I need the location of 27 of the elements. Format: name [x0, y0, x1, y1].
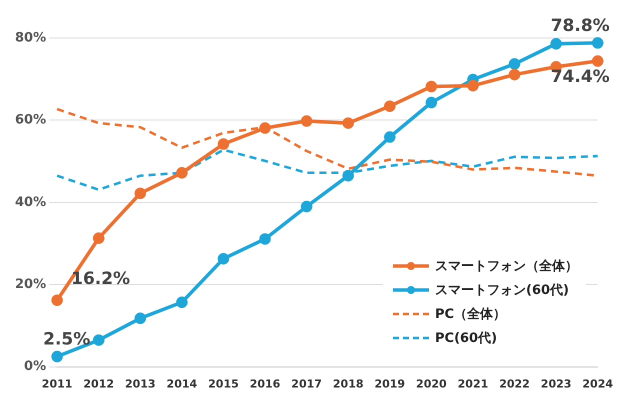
x-tick-label: 2022 — [499, 377, 530, 390]
y-tick-label: 20% — [14, 276, 46, 292]
data-label: 16.2% — [71, 269, 130, 290]
x-tick-label: 2015 — [208, 377, 239, 390]
y-tick-label: 80% — [14, 30, 46, 46]
data-label: 2.5% — [43, 329, 90, 350]
data-label: 74.4% — [550, 66, 610, 87]
legend-label: スマートフォン(60代) — [435, 282, 569, 299]
x-tick-label: 2019 — [374, 377, 406, 390]
x-tick-label: 2011 — [42, 377, 72, 390]
x-tick-label: 2020 — [416, 377, 448, 390]
legend-label: PC(60代) — [435, 330, 498, 347]
x-tick-label: 2017 — [291, 377, 322, 390]
x-tick-label: 2016 — [250, 377, 281, 390]
x-tick-label: 2023 — [540, 377, 572, 390]
x-tick-label: 2014 — [166, 377, 198, 390]
x-tick-label: 2024 — [582, 377, 614, 390]
x-tick-label: 2013 — [124, 377, 156, 390]
y-tick-label: 60% — [14, 112, 46, 128]
x-tick-label: 2021 — [458, 377, 488, 390]
y-tick-label: 40% — [14, 194, 46, 210]
y-tick-label: 0% — [24, 359, 46, 374]
data-label: 78.8% — [550, 16, 610, 36]
legend-label: スマートフォン（全体） — [435, 258, 578, 275]
legend-label: PC（全体） — [435, 306, 506, 323]
x-tick-label: 2018 — [332, 377, 364, 390]
x-tick-label: 2012 — [83, 377, 114, 390]
